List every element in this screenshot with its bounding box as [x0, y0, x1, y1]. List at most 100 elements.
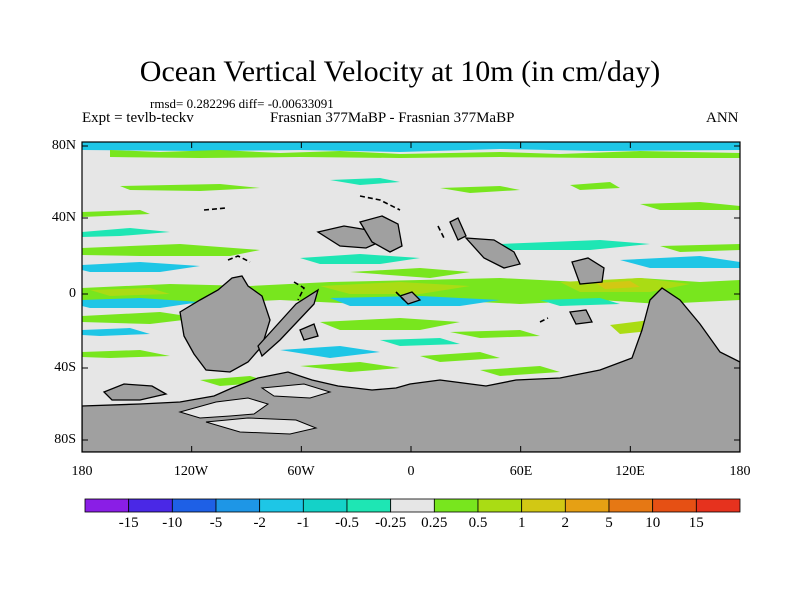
colorbar-swatch [84, 498, 130, 513]
colorbar-swatch [652, 498, 697, 513]
contour-region [110, 150, 740, 158]
colorbar-label: 2 [561, 515, 570, 531]
experiment-label: Expt = tevlb-teckv [82, 110, 194, 126]
colorbar-swatch [477, 498, 523, 513]
coast-dash [395, 291, 405, 301]
land-island-north-b [359, 215, 403, 253]
x-tick-label: 180 [729, 464, 751, 479]
colorbar [84, 498, 741, 513]
coast-dash [203, 207, 227, 211]
velocity-field [82, 142, 740, 452]
colorbar-swatch [695, 498, 741, 513]
y-tick-label: 40S [54, 360, 76, 375]
colorbar-swatch [302, 498, 348, 513]
contour-region [82, 262, 200, 272]
contour-region [200, 376, 270, 386]
coast-dash [359, 195, 401, 211]
colorbar-label: -15 [118, 515, 139, 531]
y-tick-label: 80S [54, 432, 76, 447]
contour-region [540, 298, 620, 306]
colorbar-swatch [215, 498, 261, 513]
colorbar-label: 0.5 [468, 515, 488, 531]
contour-region [320, 282, 470, 294]
contour-region [570, 182, 620, 190]
colorbar-swatch [433, 498, 479, 513]
y-tick-label: 0 [69, 286, 76, 301]
contour-region [350, 268, 470, 278]
colorbar-label: -0.5 [335, 515, 359, 531]
contour-region [660, 244, 740, 252]
land-west-isle [102, 383, 168, 401]
contour-region [500, 240, 650, 250]
land-island-north-d [464, 237, 521, 269]
colorbar-label: 0.25 [421, 515, 448, 531]
contour-region [480, 366, 560, 376]
colorbar-label: -5 [209, 515, 223, 531]
map-title: Ocean Vertical Velocity at 10m (in cm/da… [139, 55, 661, 88]
contour-region [320, 318, 460, 330]
y-tick-label: 80N [51, 138, 76, 153]
contour-region [640, 202, 740, 210]
axis-ticks [81, 142, 741, 452]
contour-region [90, 288, 170, 296]
coast-dash [227, 255, 251, 263]
contour-region [82, 210, 150, 217]
colorbar-label: 1 [517, 515, 526, 531]
contour-region [300, 362, 400, 372]
coast-dash [293, 281, 306, 301]
contour-region [120, 184, 260, 191]
contour-region [300, 254, 420, 264]
colorbar-label: 10 [645, 515, 661, 531]
contour-region [82, 244, 260, 256]
colorbar-swatch [346, 498, 392, 513]
x-tick-label: 120W [173, 464, 209, 479]
colorbar-swatch [521, 498, 566, 513]
season-label: ANN [706, 110, 739, 126]
colorbar-swatch [128, 498, 173, 513]
contour-region [620, 256, 740, 268]
stats-line: rmsd= 0.282296 diff= -0.00633091 [150, 96, 334, 111]
contour-region [82, 350, 170, 358]
x-tick-label: 60E [509, 464, 533, 479]
ocean-inlet [205, 417, 318, 435]
colorbar-label: 5 [605, 515, 613, 531]
colorbar-swatch [259, 498, 304, 513]
ocean-inlet [260, 383, 332, 399]
y-tick-label: 40N [51, 210, 76, 225]
land-island-north-c [449, 217, 467, 241]
x-tick-label: 180 [71, 464, 93, 479]
colorbar-swatch [171, 498, 217, 513]
contour-region [82, 298, 200, 308]
x-tick-label: 0 [407, 464, 415, 479]
land-island-east [571, 257, 605, 285]
colorbar-label: -2 [253, 515, 266, 531]
contour-region [330, 178, 400, 185]
colorbar-label: -0.25 [375, 515, 407, 531]
contour-region [440, 186, 520, 193]
contour-region [380, 338, 460, 346]
x-tick-label: 120E [615, 464, 645, 479]
colorbar-label: -10 [162, 515, 183, 531]
contour-region [280, 346, 380, 358]
colorbar-label: 15 [688, 515, 704, 531]
contour-region [82, 228, 170, 237]
colorbar-swatch [608, 498, 654, 513]
contour-region [82, 312, 200, 324]
contour-region [420, 352, 500, 362]
contour-region [450, 330, 540, 338]
ocean-inlet [178, 397, 270, 419]
land-arc-a [257, 288, 320, 358]
land-western-continent [179, 275, 271, 373]
contour-region [596, 281, 640, 289]
land-island-equatorial [398, 291, 422, 305]
land-island-small [569, 309, 593, 325]
coast-dash [437, 225, 445, 239]
colorbar-swatch [564, 498, 610, 513]
x-tick-label: 60W [287, 464, 315, 479]
comparison-label: Frasnian 377MaBP - Frasnian 377MaBP [270, 110, 515, 126]
colorbar-label: -1 [297, 515, 310, 531]
contour-region [82, 328, 150, 336]
coast-dash [539, 317, 549, 323]
land-arc-b [299, 323, 319, 341]
